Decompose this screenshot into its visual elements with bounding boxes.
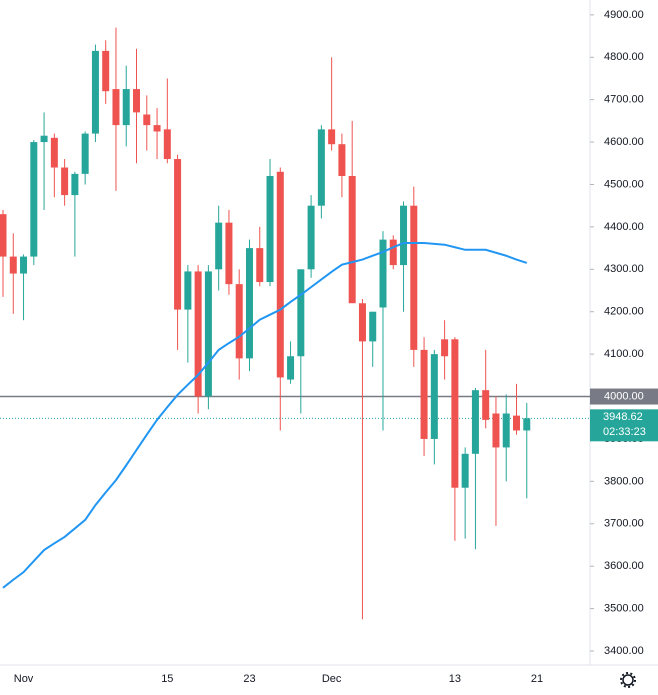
candle-body xyxy=(256,248,264,283)
candle-body xyxy=(20,256,28,274)
candle-body xyxy=(492,413,500,448)
candle-body xyxy=(40,135,48,143)
candle-body xyxy=(50,137,58,168)
moving-average-line xyxy=(2,242,528,589)
candle-body xyxy=(410,205,418,350)
candle-body xyxy=(379,239,387,308)
x-tick-label: 23 xyxy=(243,673,255,685)
candle-body xyxy=(153,125,161,132)
candle-body xyxy=(461,453,469,488)
candle-body xyxy=(338,144,346,177)
candle-body xyxy=(0,214,7,257)
y-tick-label: 4100.00 xyxy=(604,348,644,360)
candle-body xyxy=(215,222,223,270)
candle-body xyxy=(225,222,233,285)
candle-body xyxy=(184,271,192,310)
price-line-label-bg xyxy=(590,388,658,405)
y-tick-label: 3400.00 xyxy=(604,645,644,657)
candle-body xyxy=(441,339,449,357)
y-tick-label: 4900.00 xyxy=(604,9,644,21)
candle-body xyxy=(235,284,243,359)
candle-body xyxy=(523,418,531,431)
last-price-label-bg xyxy=(590,409,658,442)
y-tick-label: 4700.00 xyxy=(604,94,644,106)
candle-body xyxy=(482,390,490,420)
candle-body xyxy=(30,142,38,257)
gear-teeth xyxy=(620,672,636,688)
candle-body xyxy=(61,167,69,196)
x-tick-label: 15 xyxy=(161,673,173,685)
candle-body xyxy=(194,271,202,397)
candle-body xyxy=(163,129,171,160)
settings-icon[interactable] xyxy=(620,672,636,688)
candle-body xyxy=(276,171,284,378)
y-tick-label: 4400.00 xyxy=(604,221,644,233)
y-tick-label: 4600.00 xyxy=(604,136,644,148)
candle-body xyxy=(245,248,253,359)
candle-body xyxy=(204,271,212,397)
candle-body xyxy=(91,50,99,134)
x-tick-label: Nov xyxy=(14,673,34,685)
y-tick-label: 4500.00 xyxy=(604,178,644,190)
price-line-label: 4000.00 xyxy=(604,390,644,402)
candle-body xyxy=(389,239,397,266)
candle-body xyxy=(328,129,336,145)
candle-body xyxy=(471,390,479,454)
candle-body xyxy=(174,159,182,310)
candle-body xyxy=(297,269,305,357)
y-tick-label: 3600.00 xyxy=(604,560,644,572)
candle-body xyxy=(420,349,428,439)
candle-body xyxy=(348,176,356,304)
candle-body xyxy=(513,415,520,431)
candle-body xyxy=(112,89,120,126)
gear-ring xyxy=(622,674,634,686)
y-tick-label: 4800.00 xyxy=(604,51,644,63)
candle-body xyxy=(369,311,377,342)
x-tick-label: 21 xyxy=(531,673,543,685)
x-tick-label: Dec xyxy=(322,673,342,685)
y-tick-label: 3700.00 xyxy=(604,518,644,530)
candle-body xyxy=(430,354,438,439)
y-tick-label: 3800.00 xyxy=(604,475,644,487)
candle-body xyxy=(71,173,79,196)
candle-body xyxy=(400,205,408,266)
candle-body xyxy=(9,256,17,274)
countdown-label: 02:33:23 xyxy=(603,426,646,438)
candle-body xyxy=(122,89,130,126)
candle-body xyxy=(266,176,274,283)
y-tick-label: 4300.00 xyxy=(604,263,644,275)
candle-body xyxy=(287,356,295,380)
candle-body xyxy=(143,114,151,126)
y-tick-label: 4200.00 xyxy=(604,306,644,318)
candle-body xyxy=(317,129,325,206)
candle-body xyxy=(451,339,459,488)
candle-body xyxy=(358,303,366,342)
last-price-label: 3948.62 xyxy=(603,411,643,423)
x-tick-label: 13 xyxy=(449,673,461,685)
candle-body xyxy=(502,413,510,448)
candle-body xyxy=(307,205,315,270)
candle-body xyxy=(102,50,110,92)
candle-body xyxy=(133,89,141,113)
candle-body xyxy=(81,133,89,174)
y-tick-label: 3500.00 xyxy=(604,603,644,615)
plot-area xyxy=(0,27,590,620)
